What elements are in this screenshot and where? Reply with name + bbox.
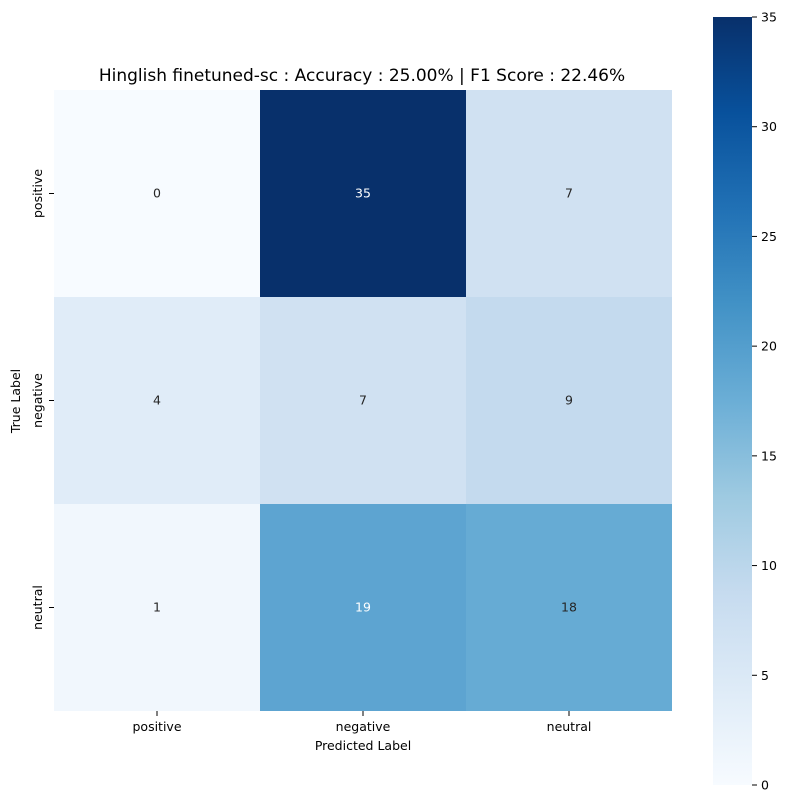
x-tick-label: positive [132,719,181,734]
colorbar-tick-label: 10 [761,558,777,573]
colorbar-tick-label: 15 [761,448,777,463]
y-tick-label: positive [30,169,45,218]
x-tick-label: negative [336,719,391,734]
x-axis-ticks: positive negative neutral [132,711,591,734]
y-axis-label: True Label [8,369,23,434]
cell-value-label: 35 [355,186,371,201]
heatmap-cell [260,504,466,711]
heatmap-cell [260,90,466,297]
chart-title: Hinglish finetuned-sc : Accuracy : 25.00… [99,66,625,86]
heatmap-cell [466,90,672,297]
cell-value-label: 4 [153,393,161,408]
cell-value-label: 7 [565,186,573,201]
colorbar [713,17,752,785]
heatmap-cell [260,297,466,504]
colorbar-tick-label: 25 [761,229,777,244]
x-axis-label: Predicted Label [315,738,411,753]
heatmap-cell [466,504,672,711]
x-tick-label: neutral [547,719,592,734]
colorbar-ticks: 0 5 10 15 20 25 30 35 [752,10,777,793]
colorbar-tick-label: 5 [761,668,769,683]
y-tick-label: negative [30,373,45,428]
cell-value-label: 19 [355,600,371,615]
cell-value-label: 0 [153,186,161,201]
cell-value-label: 7 [359,393,367,408]
colorbar-tick-label: 20 [761,339,777,354]
colorbar-tick-label: 0 [761,778,769,793]
heatmap-cell [466,297,672,504]
y-tick-label: neutral [30,585,45,630]
heatmap-cell [54,90,260,297]
cell-value-label: 18 [561,600,577,615]
heatmap-cells [54,90,672,711]
cell-value-label: 9 [565,393,573,408]
heatmap-cell [54,504,260,711]
colorbar-tick-label: 30 [761,119,777,134]
heatmap-cell-labels: 0 35 7 4 7 9 1 19 18 [153,186,577,615]
colorbar-tick-label: 35 [761,10,777,25]
y-axis-ticks: positive negative neutral [30,169,54,630]
cell-value-label: 1 [153,600,161,615]
heatmap-cell [54,297,260,504]
